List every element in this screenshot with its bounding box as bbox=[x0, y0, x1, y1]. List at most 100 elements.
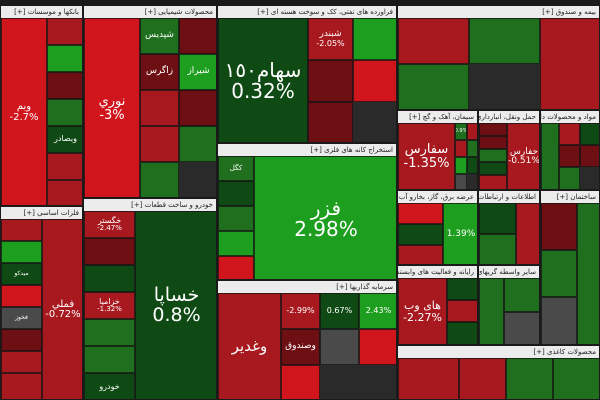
stock-tile[interactable] bbox=[504, 312, 539, 344]
stock-tile[interactable] bbox=[580, 145, 599, 167]
stock-tile[interactable] bbox=[47, 45, 82, 72]
stock-tile[interactable]: شبندر -2.05% bbox=[308, 18, 353, 60]
stock-tile[interactable] bbox=[580, 123, 599, 145]
stock-tile[interactable]: سفارس -1.35% bbox=[398, 123, 455, 189]
stock-tile[interactable] bbox=[84, 238, 135, 265]
stock-tile[interactable]: وغدیر bbox=[218, 293, 281, 399]
stock-tile[interactable] bbox=[447, 300, 477, 322]
stock-tile[interactable] bbox=[479, 234, 516, 264]
stock-tile[interactable] bbox=[398, 358, 459, 399]
stock-tile[interactable]: سهام١٥٠ 0.32% bbox=[218, 18, 308, 142]
stock-tile[interactable]: زاگرس bbox=[140, 54, 179, 90]
stock-tile[interactable] bbox=[469, 18, 540, 64]
stock-tile[interactable] bbox=[353, 60, 396, 102]
stock-tile[interactable] bbox=[398, 203, 443, 224]
stock-tile[interactable]: 2.43% bbox=[359, 293, 396, 329]
stock-tile[interactable] bbox=[1, 373, 42, 399]
stock-tile[interactable] bbox=[218, 206, 254, 231]
stock-tile[interactable] bbox=[218, 231, 254, 256]
stock-tile[interactable]: -2.99% bbox=[281, 293, 320, 329]
stock-tile[interactable] bbox=[455, 157, 467, 174]
stock-tile[interactable] bbox=[504, 278, 539, 312]
stock-tile[interactable]: وصندوق bbox=[281, 329, 320, 365]
stock-tile[interactable]: حفارس -0.51% bbox=[507, 123, 539, 189]
stock-tile[interactable] bbox=[308, 102, 353, 142]
stock-tile[interactable] bbox=[467, 123, 477, 140]
stock-tile[interactable] bbox=[179, 90, 216, 126]
stock-tile[interactable] bbox=[577, 203, 599, 344]
stock-tile[interactable]: خگستر -2.47% bbox=[84, 211, 135, 238]
stock-tile[interactable]: های وب -2.27% bbox=[398, 278, 447, 344]
stock-tile[interactable] bbox=[479, 162, 507, 175]
stock-tile[interactable] bbox=[1, 351, 42, 373]
stock-tile[interactable] bbox=[179, 126, 216, 162]
stock-tile[interactable]: 0.9% bbox=[455, 123, 467, 140]
stock-tile[interactable] bbox=[1, 241, 42, 263]
stock-tile[interactable] bbox=[218, 181, 254, 206]
stock-tile[interactable] bbox=[506, 358, 553, 399]
stock-tile[interactable] bbox=[479, 123, 507, 136]
stock-tile[interactable] bbox=[541, 250, 577, 297]
stock-tile[interactable]: میدکو bbox=[1, 263, 42, 285]
stock-tile[interactable]: فزر 2.98% bbox=[254, 156, 396, 279]
stock-tile[interactable] bbox=[84, 319, 135, 346]
stock-tile[interactable] bbox=[398, 224, 443, 245]
stock-tile[interactable] bbox=[455, 174, 467, 189]
stock-tile[interactable] bbox=[47, 153, 82, 180]
stock-tile[interactable] bbox=[479, 278, 504, 344]
stock-tile[interactable]: خزامیا -1.32% bbox=[84, 292, 135, 319]
stock-tile[interactable] bbox=[455, 140, 467, 157]
stock-tile[interactable]: 0.67% bbox=[320, 293, 359, 329]
stock-tile[interactable]: کگل bbox=[218, 156, 254, 181]
stock-tile[interactable]: شیراز bbox=[179, 54, 216, 90]
stock-tile[interactable]: وبصادر bbox=[47, 126, 82, 153]
stock-tile[interactable] bbox=[1, 285, 42, 307]
stock-tile[interactable] bbox=[479, 149, 507, 162]
stock-tile[interactable] bbox=[541, 123, 559, 189]
stock-tile[interactable] bbox=[479, 203, 516, 234]
stock-tile[interactable] bbox=[559, 145, 580, 167]
stock-tile[interactable]: فخوز bbox=[1, 307, 42, 329]
stock-tile[interactable] bbox=[84, 346, 135, 373]
stock-tile[interactable] bbox=[47, 99, 82, 126]
stock-tile[interactable] bbox=[398, 18, 469, 64]
stock-tile[interactable]: خودرو bbox=[84, 373, 135, 399]
stock-tile[interactable] bbox=[479, 175, 507, 189]
stock-tile[interactable] bbox=[359, 329, 396, 365]
stock-tile[interactable] bbox=[140, 90, 179, 126]
stock-tile[interactable] bbox=[541, 297, 577, 344]
stock-tile[interactable] bbox=[447, 322, 477, 344]
stock-tile[interactable]: 1.39% bbox=[443, 203, 477, 264]
stock-tile[interactable] bbox=[140, 126, 179, 162]
stock-tile[interactable] bbox=[516, 203, 539, 264]
stock-tile[interactable] bbox=[447, 278, 477, 300]
stock-tile[interactable] bbox=[1, 219, 42, 241]
stock-tile[interactable]: فملي -0.72% bbox=[42, 219, 82, 399]
stock-tile[interactable] bbox=[479, 136, 507, 149]
stock-tile[interactable] bbox=[398, 245, 443, 264]
stock-tile[interactable] bbox=[540, 18, 599, 109]
stock-tile[interactable] bbox=[559, 167, 580, 189]
stock-tile[interactable] bbox=[398, 64, 469, 109]
stock-tile[interactable] bbox=[47, 72, 82, 99]
stock-tile[interactable] bbox=[553, 358, 599, 399]
stock-tile[interactable]: خساپا 0.8% bbox=[135, 211, 216, 399]
stock-tile[interactable] bbox=[47, 180, 82, 205]
stock-tile[interactable] bbox=[459, 358, 506, 399]
stock-tile[interactable]: شپدیس bbox=[140, 18, 179, 54]
stock-tile[interactable] bbox=[308, 60, 353, 102]
stock-tile[interactable] bbox=[320, 329, 359, 365]
stock-tile[interactable] bbox=[353, 18, 396, 60]
stock-tile[interactable] bbox=[559, 123, 580, 145]
stock-tile[interactable] bbox=[140, 162, 179, 197]
stock-tile[interactable] bbox=[281, 365, 320, 399]
stock-tile[interactable] bbox=[467, 140, 477, 157]
stock-tile[interactable] bbox=[47, 18, 82, 45]
stock-tile[interactable]: وبم -2.7% bbox=[1, 18, 47, 205]
stock-tile[interactable] bbox=[218, 256, 254, 279]
stock-tile[interactable] bbox=[179, 18, 216, 54]
stock-tile[interactable] bbox=[1, 329, 42, 351]
stock-tile[interactable] bbox=[541, 203, 577, 250]
stock-tile[interactable] bbox=[467, 157, 477, 174]
stock-tile[interactable] bbox=[84, 265, 135, 292]
